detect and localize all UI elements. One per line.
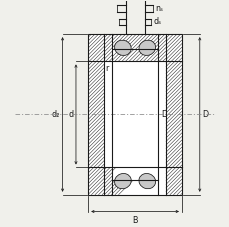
Text: B: B — [132, 215, 137, 225]
Text: dₛ: dₛ — [152, 17, 161, 27]
Ellipse shape — [138, 173, 155, 189]
Text: D₁: D₁ — [161, 110, 170, 119]
Polygon shape — [165, 34, 181, 195]
Polygon shape — [112, 49, 157, 62]
Text: r: r — [105, 64, 108, 73]
Polygon shape — [112, 168, 157, 180]
Text: nₛ: nₛ — [155, 4, 163, 13]
Text: d₂: d₂ — [51, 110, 60, 119]
Text: d: d — [68, 110, 74, 119]
Polygon shape — [104, 168, 165, 195]
Polygon shape — [112, 62, 157, 168]
Polygon shape — [104, 34, 165, 62]
Ellipse shape — [114, 40, 131, 55]
Ellipse shape — [114, 173, 131, 189]
Polygon shape — [88, 34, 181, 195]
Ellipse shape — [138, 40, 155, 55]
Polygon shape — [88, 34, 104, 195]
Text: D: D — [202, 110, 208, 119]
